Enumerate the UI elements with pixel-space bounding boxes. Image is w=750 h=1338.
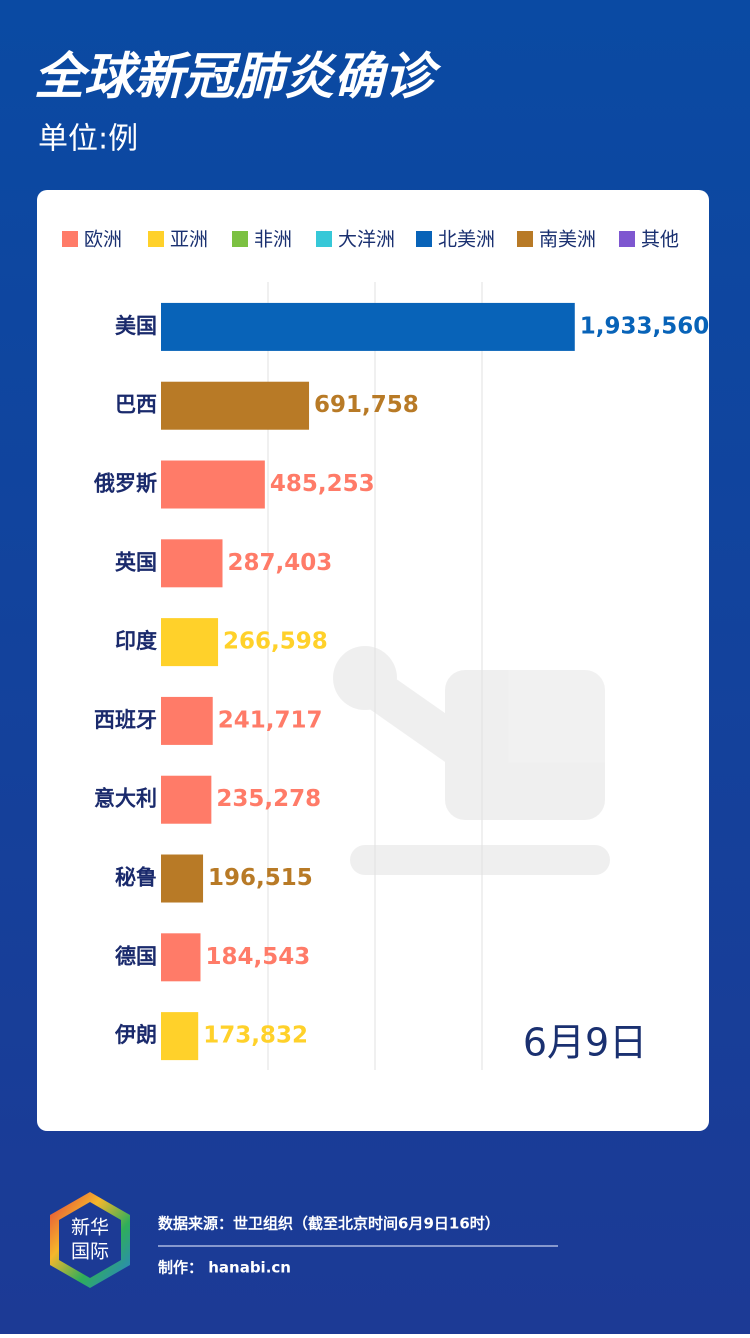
- bar: [161, 696, 213, 745]
- credit: 制作： hanabi.cn: [158, 1259, 291, 1277]
- value-label: 485,253: [270, 471, 375, 497]
- category-label: 秘鲁: [115, 866, 157, 890]
- logo-text: 国际: [71, 1241, 109, 1263]
- watermark: [333, 646, 610, 875]
- legend-label: 北美洲: [438, 229, 495, 251]
- title: 全球新冠肺炎确诊: [34, 48, 442, 106]
- bar: [161, 933, 201, 982]
- category-label: 西班牙: [94, 708, 157, 732]
- category-label: 德国: [115, 944, 157, 968]
- legend-label: 非洲: [254, 229, 292, 251]
- legend-label: 其他: [641, 229, 679, 251]
- value-label: 184,543: [205, 944, 310, 970]
- value-label: 266,598: [223, 629, 328, 655]
- bar: [161, 460, 265, 509]
- category-label: 俄罗斯: [93, 472, 157, 496]
- bar: [161, 854, 204, 903]
- category-label: 巴西: [115, 393, 157, 417]
- legend-swatch: [416, 231, 432, 247]
- bar: [161, 539, 223, 588]
- value-label: 235,278: [216, 786, 321, 812]
- legend-label: 大洋洲: [338, 229, 395, 251]
- legend-swatch: [619, 231, 635, 247]
- category-label: 伊朗: [114, 1023, 157, 1047]
- bar: [161, 775, 212, 824]
- logo-inner: [59, 1202, 121, 1278]
- subtitle: 单位:例: [38, 122, 138, 157]
- bar: [161, 302, 575, 351]
- date-annotation: 6月9日: [523, 1021, 647, 1065]
- bar: [161, 381, 310, 430]
- legend-swatch: [62, 231, 78, 247]
- bar: [161, 618, 219, 667]
- value-label: 241,717: [218, 707, 323, 733]
- legend-label: 南美洲: [539, 229, 596, 251]
- value-label: 1,933,560: [580, 313, 710, 339]
- value-label: 196,515: [208, 865, 313, 891]
- logo-text: 新华: [71, 1217, 109, 1239]
- legend-swatch: [232, 231, 248, 247]
- value-label: 173,832: [203, 1023, 308, 1049]
- legend-label: 欧洲: [84, 229, 122, 251]
- legend-swatch: [148, 231, 164, 247]
- category-label: 美国: [115, 314, 157, 338]
- bar: [161, 1012, 199, 1061]
- legend-swatch: [517, 231, 533, 247]
- category-label: 意大利: [94, 787, 157, 811]
- category-label: 英国: [115, 550, 157, 574]
- legend-label: 亚洲: [170, 229, 208, 251]
- legend-swatch: [316, 231, 332, 247]
- value-label: 287,403: [228, 550, 333, 576]
- category-label: 印度: [115, 629, 157, 653]
- value-label: 691,758: [314, 392, 419, 418]
- source-note: 数据来源：世卫组织（截至北京时间6月9日16时）: [158, 1215, 500, 1233]
